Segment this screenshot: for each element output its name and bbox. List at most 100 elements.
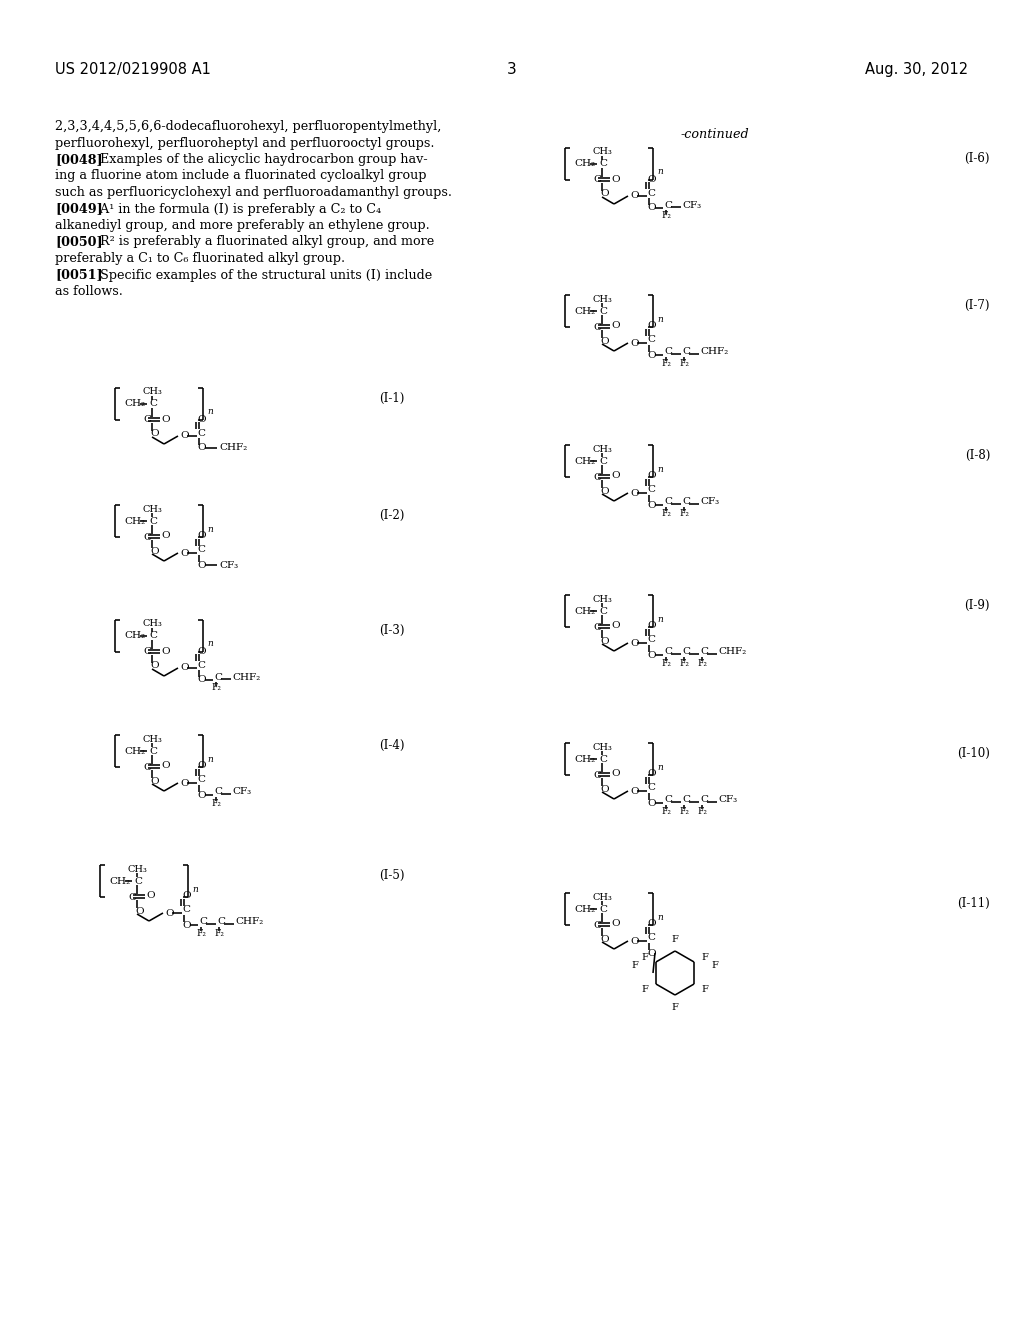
Text: (I-7): (I-7) — [965, 298, 990, 312]
Text: O: O — [611, 322, 620, 330]
Text: C: C — [199, 917, 207, 927]
Text: C: C — [128, 892, 136, 902]
Text: [0050]: [0050] — [55, 235, 102, 248]
Text: n: n — [657, 615, 663, 623]
Text: F: F — [631, 961, 638, 969]
Text: CH₃: CH₃ — [592, 892, 612, 902]
Text: O: O — [182, 891, 190, 900]
Text: C: C — [197, 776, 205, 784]
Text: F₂: F₂ — [697, 807, 707, 816]
Text: CH₂: CH₂ — [124, 747, 145, 755]
Text: CH₂: CH₂ — [574, 457, 595, 466]
Text: C: C — [593, 176, 601, 185]
Text: such as perfluoricyclohexyl and perfluoroadamanthyl groups.: such as perfluoricyclohexyl and perfluor… — [55, 186, 452, 199]
Text: F₂: F₂ — [662, 807, 671, 816]
Text: O: O — [197, 444, 206, 453]
Text: (I-4): (I-4) — [380, 738, 406, 751]
Text: CHF₂: CHF₂ — [718, 648, 746, 656]
Text: C: C — [593, 322, 601, 331]
Text: C: C — [647, 335, 655, 345]
Text: O: O — [150, 661, 159, 671]
Text: F₂: F₂ — [662, 359, 671, 367]
Text: O: O — [630, 639, 639, 648]
Text: n: n — [207, 639, 213, 648]
Text: C: C — [599, 306, 607, 315]
Text: C: C — [682, 648, 690, 656]
Text: CH₃: CH₃ — [142, 619, 162, 628]
Text: C: C — [197, 545, 205, 554]
Text: C: C — [599, 457, 607, 466]
Text: O: O — [197, 561, 206, 569]
Text: CHF₂: CHF₂ — [219, 444, 247, 453]
Text: CH₂: CH₂ — [574, 755, 595, 763]
Text: n: n — [193, 884, 198, 894]
Text: (I-11): (I-11) — [957, 896, 990, 909]
Text: O: O — [197, 676, 206, 685]
Text: C: C — [197, 429, 205, 437]
Text: Examples of the alicyclic haydrocarbon group hav-: Examples of the alicyclic haydrocarbon g… — [88, 153, 428, 166]
Text: F₂: F₂ — [211, 799, 221, 808]
Text: Aug. 30, 2012: Aug. 30, 2012 — [865, 62, 968, 77]
Text: CH₂: CH₂ — [574, 606, 595, 615]
Text: C: C — [143, 648, 151, 656]
Text: O: O — [611, 174, 620, 183]
Text: C: C — [593, 771, 601, 780]
Text: O: O — [180, 664, 188, 672]
Text: F₂: F₂ — [211, 684, 221, 693]
Text: O: O — [611, 622, 620, 631]
Text: O: O — [647, 651, 655, 660]
Text: n: n — [207, 524, 213, 533]
Text: CF₃: CF₃ — [718, 796, 737, 804]
Text: C: C — [143, 532, 151, 541]
Text: C: C — [593, 473, 601, 482]
Text: C: C — [700, 648, 708, 656]
Text: C: C — [134, 876, 142, 886]
Text: O: O — [647, 799, 655, 808]
Text: C: C — [143, 416, 151, 425]
Text: O: O — [630, 936, 639, 945]
Text: O: O — [161, 762, 170, 771]
Text: preferably a C₁ to C₆ fluorinated alkyl group.: preferably a C₁ to C₆ fluorinated alkyl … — [55, 252, 345, 265]
Text: O: O — [180, 432, 188, 441]
Text: CF₃: CF₃ — [700, 498, 719, 507]
Text: (I-1): (I-1) — [380, 392, 406, 404]
Text: O: O — [180, 779, 188, 788]
Text: O: O — [647, 770, 655, 779]
Text: C: C — [593, 623, 601, 631]
Text: O: O — [146, 891, 155, 900]
Text: F: F — [701, 953, 709, 961]
Text: C: C — [214, 672, 222, 681]
Text: O: O — [647, 949, 655, 957]
Text: O: O — [630, 338, 639, 347]
Text: C: C — [150, 631, 157, 640]
Text: (I-9): (I-9) — [965, 598, 990, 611]
Text: C: C — [664, 648, 672, 656]
Text: CH₂: CH₂ — [574, 904, 595, 913]
Text: O: O — [630, 488, 639, 498]
Text: CH₃: CH₃ — [142, 388, 162, 396]
Text: as follows.: as follows. — [55, 285, 123, 298]
Text: C: C — [647, 486, 655, 495]
Text: n: n — [207, 755, 213, 763]
Text: O: O — [197, 414, 206, 424]
Text: F₂: F₂ — [214, 928, 224, 937]
Text: O: O — [197, 647, 206, 656]
Text: n: n — [657, 314, 663, 323]
Text: CH₃: CH₃ — [592, 294, 612, 304]
Text: CH₂: CH₂ — [124, 631, 145, 640]
Text: O: O — [600, 636, 608, 645]
Text: F₂: F₂ — [679, 807, 689, 816]
Text: F: F — [642, 953, 648, 961]
Text: O: O — [197, 762, 206, 771]
Text: F₂: F₂ — [196, 928, 206, 937]
Text: -continued: -continued — [681, 128, 750, 141]
Text: CF₃: CF₃ — [219, 561, 239, 569]
Text: O: O — [150, 429, 159, 438]
Text: O: O — [135, 907, 143, 916]
Text: C: C — [599, 160, 607, 169]
Text: O: O — [161, 414, 170, 424]
Text: C: C — [150, 747, 157, 755]
Text: O: O — [647, 920, 655, 928]
Text: O: O — [150, 776, 159, 785]
Text: F: F — [642, 985, 648, 994]
